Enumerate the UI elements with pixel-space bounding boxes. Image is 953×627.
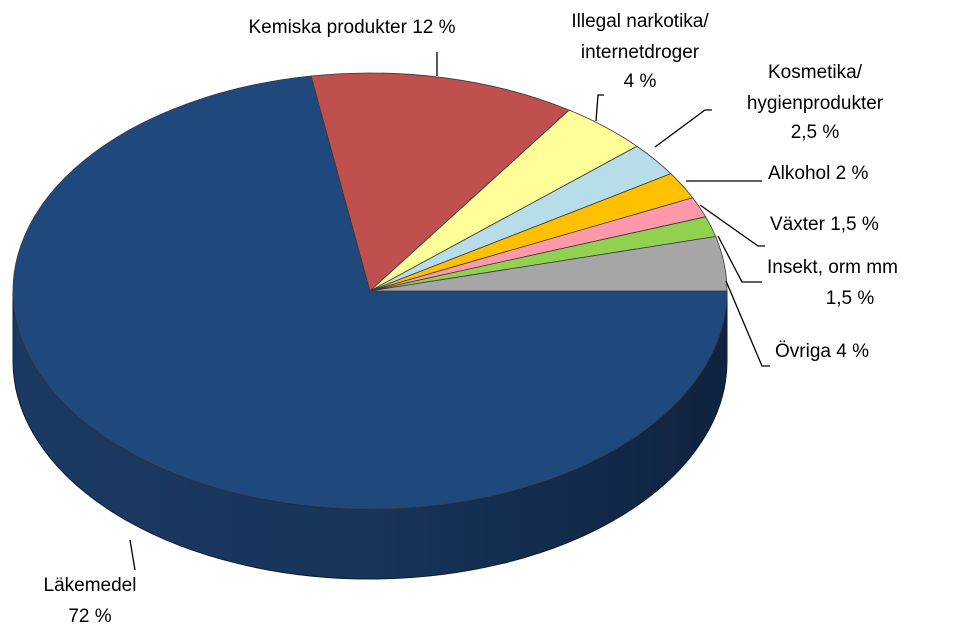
slice (310, 72, 570, 292)
value-label: 1,5 % (826, 288, 875, 309)
slice (369, 236, 728, 292)
pie (12, 72, 728, 580)
leader-line (654, 109, 712, 148)
category-label: Kemiska produkter (249, 17, 408, 38)
value-label: 12 % (412, 17, 455, 38)
labels: Läkemedel 72 % Kemiska produkter 12 % Illeg… (44, 11, 898, 627)
data-label: Övriga 4 % (775, 341, 869, 362)
value-label: 4 % (836, 341, 869, 362)
category-label: Insekt, orm mm (767, 257, 898, 278)
value-label: 1,5 % (830, 214, 879, 235)
category-label: Övriga (775, 341, 831, 362)
value-label: 72 % (68, 606, 111, 627)
data-label: Kemiska produkter 12 % (249, 17, 456, 38)
data-label: Växter 1,5 % (770, 214, 879, 235)
category-label: Växter (770, 214, 826, 235)
leader-lines (129, 52, 770, 571)
category-label: Alkohol (768, 163, 830, 184)
slice (12, 75, 728, 510)
leader-line (717, 235, 762, 283)
leader-line (699, 204, 765, 247)
leader-line (129, 539, 136, 571)
leader-line (725, 280, 770, 367)
value-label: 2 % (836, 163, 869, 184)
category-label: Kosmetika/hygienprodukter (747, 62, 884, 114)
category-label: Illegal narkotika/internetdroger (571, 11, 709, 63)
leader-line (595, 94, 604, 122)
category-label: Läkemedel (44, 575, 137, 596)
value-label: 2,5 % (791, 122, 840, 143)
data-label: Alkohol 2 % (768, 163, 868, 184)
value-label: 4 % (624, 71, 657, 92)
